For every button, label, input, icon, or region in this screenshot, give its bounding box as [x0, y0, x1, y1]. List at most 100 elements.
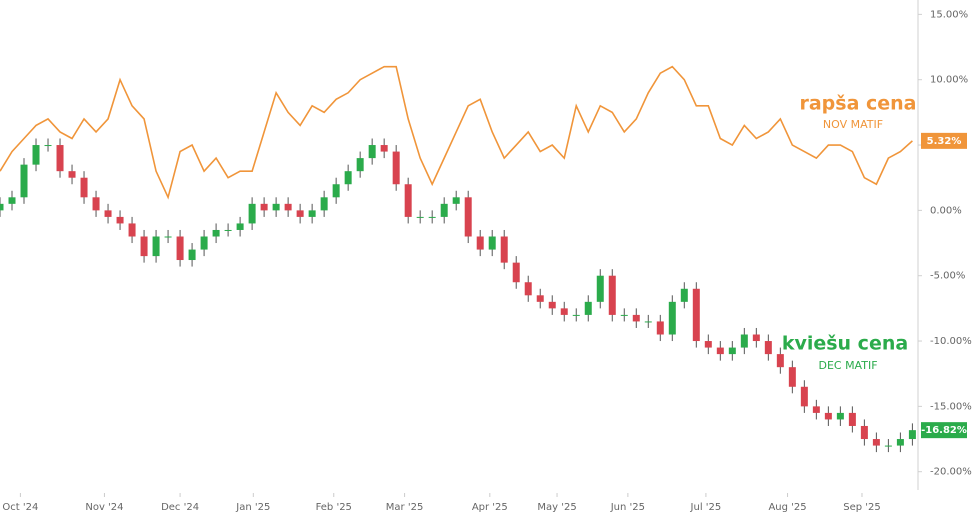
line-series	[0, 65, 913, 200]
candle-body	[176, 236, 184, 261]
x-tick-label: Dec '24	[161, 502, 199, 513]
candle-body	[680, 288, 688, 302]
candle-body	[560, 308, 568, 315]
candle-body	[308, 210, 316, 217]
x-tick-label: Mar '25	[386, 502, 424, 513]
legend-name: rapša cena	[799, 93, 916, 115]
last-value-badge	[921, 422, 967, 439]
candle-body	[716, 347, 724, 355]
candle-body	[200, 236, 208, 250]
candle-body	[20, 164, 28, 198]
candle-body	[884, 445, 892, 447]
candle-body	[536, 295, 544, 302]
candle-body	[668, 301, 676, 335]
x-tick-label: Jan '25	[235, 502, 270, 513]
candle-body	[116, 216, 124, 224]
candle-body	[644, 321, 652, 323]
candle-body	[356, 158, 364, 172]
x-tick-label: Feb '25	[316, 502, 352, 513]
last-value-label: 5.32%	[927, 136, 962, 147]
candle-body	[824, 412, 832, 420]
last-value-label: -16.82%	[921, 425, 967, 436]
candle-body	[908, 430, 916, 440]
candle-body	[296, 210, 304, 217]
candle-body	[728, 347, 736, 355]
y-tick-label: 15.00%	[930, 9, 968, 20]
candle-body	[488, 236, 496, 250]
y-tick-label: 0.00%	[930, 205, 962, 216]
x-tick-label: Jun '25	[610, 502, 645, 513]
candle-body	[104, 210, 112, 217]
candle-body	[632, 314, 640, 322]
candle-body	[332, 184, 340, 198]
candle-body	[8, 197, 16, 204]
candle-body	[224, 229, 232, 231]
candle-body	[164, 236, 172, 238]
x-tick-label: May '25	[537, 502, 576, 513]
candle-body	[872, 439, 880, 446]
x-tick-label: Apr '25	[472, 502, 508, 513]
candle-body	[860, 425, 868, 440]
candle-body	[476, 236, 484, 250]
candle-body	[320, 197, 328, 211]
x-tick-label: Sep '25	[843, 502, 881, 513]
candle-body	[812, 406, 820, 413]
candle-body	[656, 321, 664, 335]
candle-body	[704, 341, 712, 348]
y-tick-label: -5.00%	[930, 271, 965, 282]
candle-body	[500, 236, 508, 263]
candle-body	[584, 301, 592, 315]
candle-body	[788, 367, 796, 387]
candle-body	[0, 203, 4, 211]
x-tick-label: Jul '25	[690, 502, 722, 513]
candle-body	[752, 334, 760, 342]
y-tick-label: 10.00%	[930, 75, 968, 86]
candle-body	[452, 197, 460, 204]
candle-body	[800, 386, 808, 407]
candle-body	[572, 314, 580, 316]
candle-body	[344, 171, 352, 185]
x-tick-label: Nov '24	[85, 502, 123, 513]
legend-subtitle: DEC MATIF	[818, 359, 877, 372]
y-tick-label: -15.00%	[930, 401, 972, 412]
candle-body	[140, 236, 148, 257]
candle-body	[512, 262, 520, 283]
candle-body	[56, 145, 64, 172]
candle-body	[260, 203, 268, 211]
candle-body	[848, 412, 856, 426]
y-tick-label: -20.00%	[930, 467, 972, 478]
candle-body	[404, 184, 412, 217]
candle-body	[836, 412, 844, 420]
candle-body	[416, 216, 424, 218]
candle-body	[68, 171, 76, 178]
candle-body	[284, 203, 292, 211]
candle-body	[896, 439, 904, 446]
candle-body	[32, 145, 40, 165]
candle-body	[776, 354, 784, 368]
legend-name: kviešu cena	[782, 333, 908, 355]
x-tick-label: Oct '24	[2, 502, 38, 513]
candle-body	[44, 145, 52, 147]
candle-body	[620, 314, 628, 316]
candle-body	[80, 177, 88, 198]
candle-body	[128, 223, 136, 237]
candle-body	[92, 197, 100, 211]
candle-body	[368, 145, 376, 159]
candle-body	[248, 203, 256, 224]
candle-body	[392, 151, 400, 185]
candle-body	[272, 203, 280, 211]
candle-body	[596, 275, 604, 302]
candle-body	[428, 216, 436, 218]
x-tick-label: Aug '25	[768, 502, 806, 513]
y-tick-label: -10.00%	[930, 336, 972, 347]
last-value-badge	[921, 132, 967, 149]
candle-body	[464, 197, 472, 237]
candle-body	[380, 145, 388, 152]
candle-body	[764, 341, 772, 355]
candle-body	[548, 301, 556, 309]
candle-body	[236, 223, 244, 230]
candle-body	[524, 282, 532, 296]
candle-body	[152, 236, 160, 257]
legend-subtitle: NOV MATIF	[823, 118, 883, 131]
